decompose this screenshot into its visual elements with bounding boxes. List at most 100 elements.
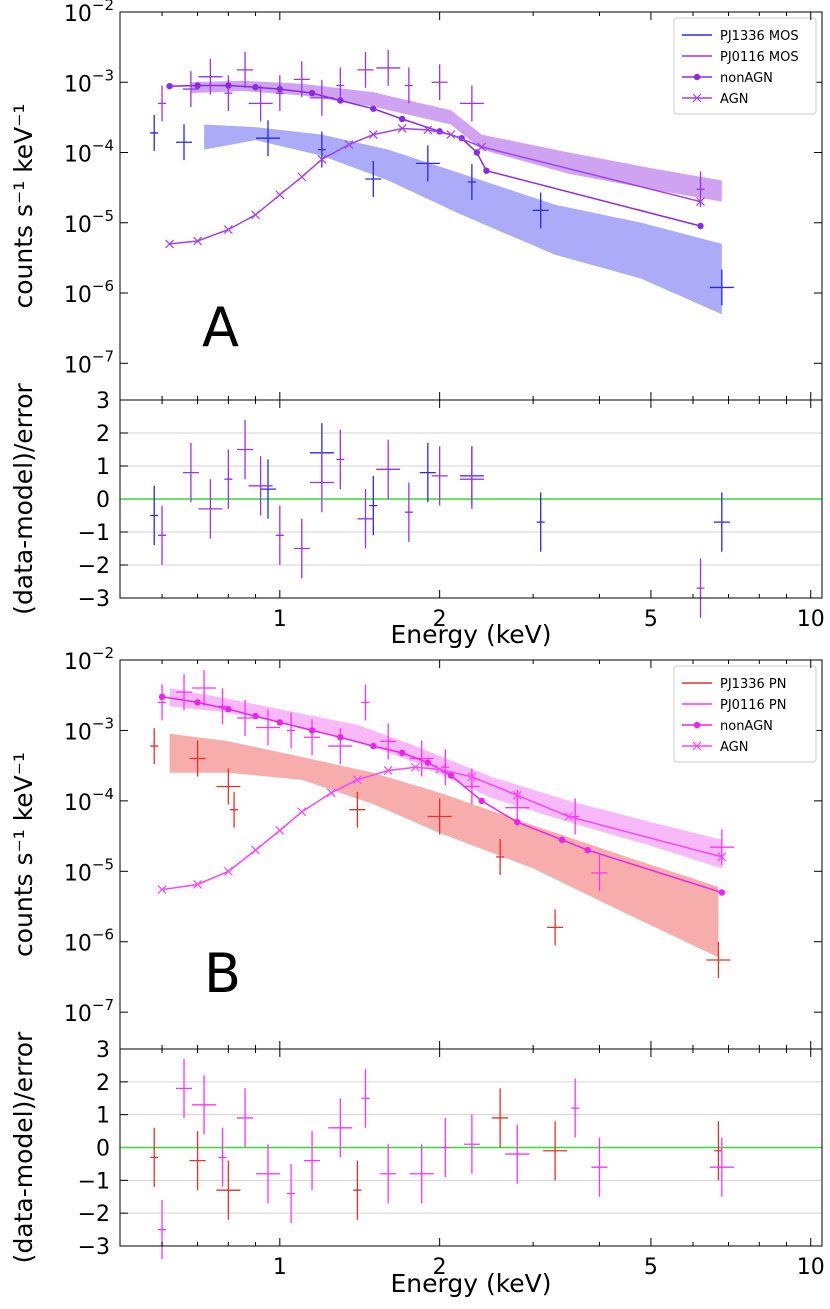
panel-a-res-point-1-2 — [198, 479, 223, 539]
panel-b-series-0-point-6 — [496, 838, 505, 875]
panel-b-series-1-point-7 — [304, 719, 321, 756]
panel-a-series-0-point-7 — [532, 192, 549, 229]
panel-b-res-point-1-11 — [409, 1144, 434, 1204]
panel-a-series-2-point-0 — [166, 82, 173, 90]
panel-b-series-3-point-0 — [157, 885, 167, 895]
panel-a-xtick-label-0: 1 — [273, 607, 287, 632]
panel-b-legend-x-3 — [692, 741, 702, 751]
panel-b-band-0 — [169, 733, 719, 958]
panel-a-res-point-1-8 — [309, 452, 334, 513]
panel-a-series-0-point-5 — [415, 145, 440, 182]
panel-b-ytick-label-2: 10−5 — [64, 855, 114, 886]
panel-b-res-series-0 — [150, 1088, 723, 1220]
panel-a-series-3-point-13 — [696, 197, 705, 207]
panel-a-res-point-1-3 — [224, 449, 233, 509]
panel-b-series-1-point-4 — [237, 700, 254, 737]
panel-a-series-1-point-3 — [224, 75, 233, 112]
panel-b-series-2-point-15 — [718, 889, 726, 896]
panel-a-series-1-point-6 — [275, 75, 284, 112]
panel-a-res-ytick-label-1: −2 — [78, 554, 110, 579]
panel-b-series-3-point-5 — [297, 807, 307, 817]
panel-b-series-3-point-12 — [512, 790, 522, 800]
panel-b-series-1-point-0 — [158, 684, 167, 721]
panel-a-series-1-point-5 — [248, 85, 273, 122]
panel-b-legend-label-1: PJ0116 PN — [720, 698, 786, 713]
panel-a-res-ytick-label-2: −1 — [78, 521, 110, 546]
panel-a-res-point-1-14 — [459, 449, 484, 509]
panel-b-xtick-label-2: 5 — [644, 1255, 658, 1280]
panel-a-ytick-label-0: 10−7 — [64, 347, 114, 378]
panel-b-res-point-1-10 — [380, 1144, 397, 1204]
panel-a-res-point-0-6 — [536, 492, 545, 552]
panel-b-series-3-point-10 — [435, 764, 445, 774]
panel-b-series-1-point-10 — [380, 723, 397, 760]
panel-a-res-ytick-label-6: 3 — [96, 389, 110, 414]
panel-b-series-0-point-0 — [150, 728, 159, 765]
panel-a-series-2-point-12 — [483, 167, 490, 174]
panel-a-series-3-point-1 — [193, 236, 203, 246]
panel-b-series-2-point-12 — [514, 818, 521, 826]
panel-b-series-3-point-11 — [467, 772, 477, 782]
panel-a-res-point-0-1 — [259, 459, 276, 519]
panel-a-res-point-1-4 — [237, 419, 254, 480]
panel-b-res-point-0-3 — [353, 1160, 362, 1220]
panel-b-series-1-point-15 — [571, 798, 580, 835]
panel-a-series-1-point-2 — [198, 58, 223, 95]
panel-b-series-2-point-1 — [194, 699, 201, 706]
panel-a-res-series-1 — [158, 419, 705, 618]
panel-a-ytick-label-5: 10−2 — [64, 0, 114, 27]
panel-b-series-1 — [158, 670, 734, 891]
panel-a-series-3-point-5 — [297, 172, 307, 182]
panel-a-series-3-point-2 — [223, 225, 233, 234]
panel-b-res-point-1-13 — [463, 1114, 480, 1174]
panel-a-series-1-point-1 — [182, 71, 199, 107]
panel-b-ylabel: counts s⁻¹ keV⁻¹ — [9, 752, 38, 957]
panel-a-res-ytick-label-4: 1 — [96, 455, 110, 480]
panel-label-b: B — [204, 942, 241, 1005]
panel-b-series-0-point-4 — [349, 791, 366, 828]
panel-b-ytick-label-5: 10−2 — [64, 644, 114, 675]
panel-b-series-1-point-12 — [441, 749, 450, 786]
panel-a-ytick-label-2: 10−5 — [64, 207, 114, 238]
panel-a-res-point-1-13 — [431, 446, 448, 506]
panel-a-legend-label-0: PJ1336 MOS — [720, 29, 799, 44]
panel-b-series-2-point-5 — [308, 727, 316, 734]
panel-a-series-2-point-1 — [194, 82, 201, 89]
panel-b-res-point-0-5 — [543, 1121, 568, 1181]
panel-b-band-1 — [169, 688, 722, 869]
panel-a-res-point-0-0 — [150, 485, 159, 546]
panel-b-res-point-1-0 — [158, 1200, 167, 1260]
panel-a-series-1-point-11 — [376, 49, 401, 86]
panel-a-res-point-0-4 — [419, 442, 436, 503]
panel-a-band-0 — [204, 124, 722, 315]
panel-a-series-1-point-14 — [459, 85, 484, 122]
panel-a-res-point-0-7 — [713, 492, 730, 552]
panel-b-series-3-point-8 — [383, 766, 393, 775]
panel-b-series-1-point-3 — [218, 688, 227, 725]
panel-a-res-point-1-10 — [357, 489, 374, 549]
panel-b-series-1-point-5 — [255, 709, 280, 746]
panel-b-res-point-1-15 — [571, 1078, 580, 1138]
panel-a-res-point-1-11 — [376, 439, 401, 499]
panel-b-res-point-1-14 — [505, 1124, 530, 1184]
panel-a-legend-x-3 — [692, 93, 702, 103]
panel-b-series-1-point-9 — [361, 684, 370, 721]
panel-a-legend-box — [673, 17, 817, 115]
panel-b-xtick-label-0: 1 — [273, 1255, 287, 1280]
panel-b-series-0-point-8 — [706, 942, 731, 979]
panel-b-series-3-point-14 — [717, 852, 727, 862]
panel-a-res-ylabel: (data-model)/error — [9, 382, 38, 614]
panel-b-res-ylabel: (data-model)/error — [9, 1031, 38, 1263]
panel-b-series-2-point-11 — [478, 797, 485, 805]
panel-b-res-point-1-3 — [218, 1127, 227, 1187]
panel-a-series-0 — [150, 114, 734, 306]
panel-b-series-2-point-13 — [558, 836, 566, 844]
panel-b-series-0-point-5 — [427, 798, 452, 835]
panel-b-res-point-0-1 — [189, 1131, 206, 1191]
panel-b-series-3-point-7 — [352, 775, 362, 785]
panel-b-res-series-1 — [158, 1058, 734, 1260]
panel-b-ytick-label-3: 10−4 — [64, 785, 114, 816]
panel-b-series-3-point-3 — [251, 845, 260, 855]
panel-b-series-2-point-2 — [225, 706, 232, 713]
panel-b-series-2-point-8 — [398, 749, 406, 757]
